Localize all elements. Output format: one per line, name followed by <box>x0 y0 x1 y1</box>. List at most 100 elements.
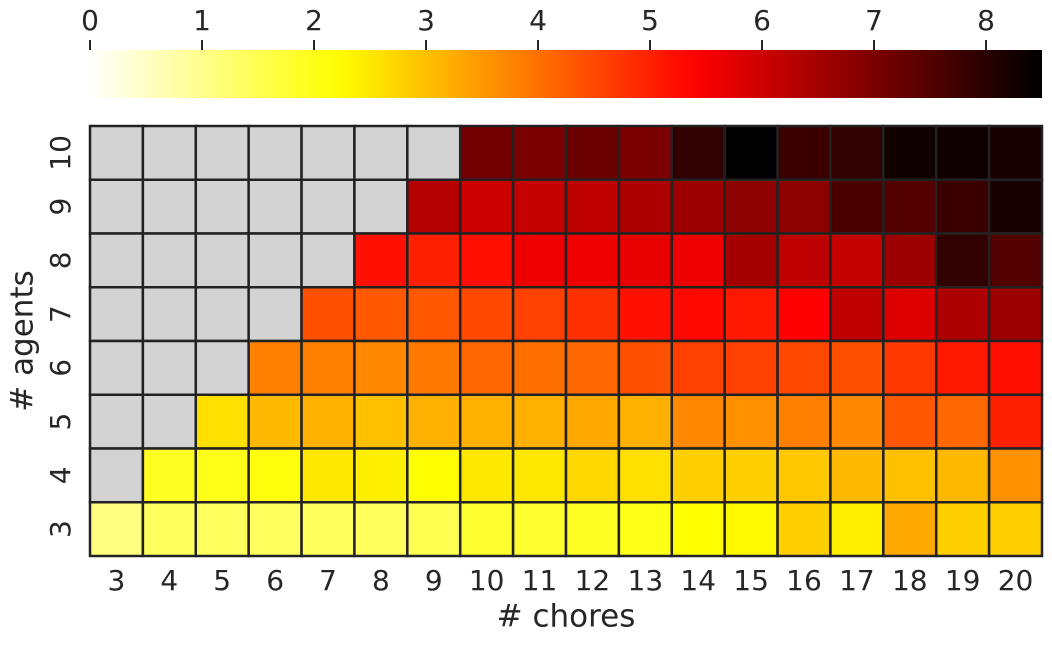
heatmap-cell <box>617 232 674 289</box>
heatmap-cell <box>406 178 462 235</box>
heatmap-cell <box>353 339 409 396</box>
heatmap-cell <box>987 339 1044 396</box>
colorbar-tick-label: 6 <box>753 4 771 37</box>
heatmap-cell <box>406 393 462 450</box>
heatmap-cell <box>670 393 726 450</box>
colorbar-tick-label: 3 <box>417 4 435 37</box>
heatmap-cell <box>987 124 1044 181</box>
x-tick-label: 7 <box>319 564 337 597</box>
heatmap-cell <box>987 286 1044 343</box>
heatmap-cell <box>511 286 568 343</box>
heatmap-cell <box>617 124 674 181</box>
x-tick-label: 9 <box>425 564 443 597</box>
heatmap-cell <box>934 501 991 558</box>
x-tick-label: 6 <box>266 564 284 597</box>
heatmap-cell <box>987 447 1044 504</box>
empty-cell <box>300 124 356 181</box>
heatmap-cell <box>617 286 674 343</box>
y-tick-label: 4 <box>44 466 77 484</box>
heatmap-cell <box>194 447 250 504</box>
empty-cell <box>247 178 303 235</box>
heatmap-cell <box>564 232 621 289</box>
empty-cell <box>141 286 198 343</box>
heatmap-cell <box>564 447 621 504</box>
heatmap-cell <box>353 232 409 289</box>
heatmap-cell <box>934 124 991 181</box>
heatmap-cell <box>829 232 885 289</box>
heatmap-cell <box>300 447 356 504</box>
heatmap-cell <box>247 393 303 450</box>
y-tick-label: 7 <box>44 305 77 323</box>
heatmap-cell <box>670 501 726 558</box>
heatmap-cell <box>406 447 462 504</box>
empty-cell <box>88 339 145 396</box>
y-tick-label: 10 <box>44 135 77 171</box>
heatmap-cell <box>564 178 621 235</box>
heatmap-cell <box>670 178 726 235</box>
x-tick-label: 18 <box>892 564 928 597</box>
heatmap-cell <box>353 501 409 558</box>
heatmap-cell <box>776 447 832 504</box>
empty-cell <box>141 124 198 181</box>
empty-cell <box>194 232 250 289</box>
heatmap-cell <box>406 501 462 558</box>
heatmap-cell <box>247 447 303 504</box>
empty-cell <box>141 339 198 396</box>
heatmap-cell <box>776 339 832 396</box>
heatmap-cell <box>458 124 515 181</box>
heatmap-cell <box>511 178 568 235</box>
empty-cell <box>300 178 356 235</box>
heatmap-cell <box>776 178 832 235</box>
empty-cell <box>141 393 198 450</box>
heatmap-cell <box>353 393 409 450</box>
colorbar-tick-label: 1 <box>193 4 211 37</box>
heatmap-cell <box>829 501 885 558</box>
y-tick-label: 6 <box>44 359 77 377</box>
x-tick-label: 5 <box>213 564 231 597</box>
colorbar-tick-label: 8 <box>977 4 995 37</box>
x-axis-label: # chores <box>497 599 636 635</box>
heatmap-cell <box>776 232 832 289</box>
x-tick-label: 13 <box>628 564 664 597</box>
heatmap-cell <box>458 339 515 396</box>
heatmap-cell <box>987 232 1044 289</box>
y-tick-label: 8 <box>44 251 77 269</box>
x-tick-label: 3 <box>108 564 126 597</box>
heatmap-cell <box>406 339 462 396</box>
x-tick-label: 17 <box>839 564 875 597</box>
x-tick-label: 11 <box>522 564 558 597</box>
empty-cell <box>141 178 198 235</box>
heatmap-cell <box>511 232 568 289</box>
empty-cell <box>194 339 250 396</box>
heatmap-cell <box>458 501 515 558</box>
colorbar-tick-label: 2 <box>305 4 323 37</box>
heatmap-cell <box>617 178 674 235</box>
x-tick-label: 4 <box>160 564 178 597</box>
heatmap-cell <box>194 393 250 450</box>
heatmap-cell <box>829 178 885 235</box>
heatmap-cell <box>353 447 409 504</box>
heatmap-cell <box>300 339 356 396</box>
heatmap-cell <box>882 501 938 558</box>
heatmap-cell <box>882 393 938 450</box>
heatmap-cell <box>564 124 621 181</box>
heatmap-cell <box>406 286 462 343</box>
empty-cell <box>194 286 250 343</box>
empty-cell <box>88 286 145 343</box>
heatmap-cell <box>934 447 991 504</box>
heatmap-cell <box>353 286 409 343</box>
heatmap-cell <box>723 447 779 504</box>
heatmap-cell <box>882 178 938 235</box>
y-tick-label: 9 <box>44 198 77 216</box>
heatmap-cell <box>882 232 938 289</box>
heatmap-cell <box>88 501 145 558</box>
heatmap-cell <box>987 393 1044 450</box>
x-tick-label: 19 <box>945 564 981 597</box>
empty-cell <box>194 178 250 235</box>
heatmap-cell <box>141 447 198 504</box>
empty-cell <box>247 124 303 181</box>
y-tick-label: 3 <box>44 520 77 538</box>
colorbar-tick-label: 5 <box>641 4 659 37</box>
heatmap-cell <box>829 447 885 504</box>
heatmap-cell <box>194 501 250 558</box>
